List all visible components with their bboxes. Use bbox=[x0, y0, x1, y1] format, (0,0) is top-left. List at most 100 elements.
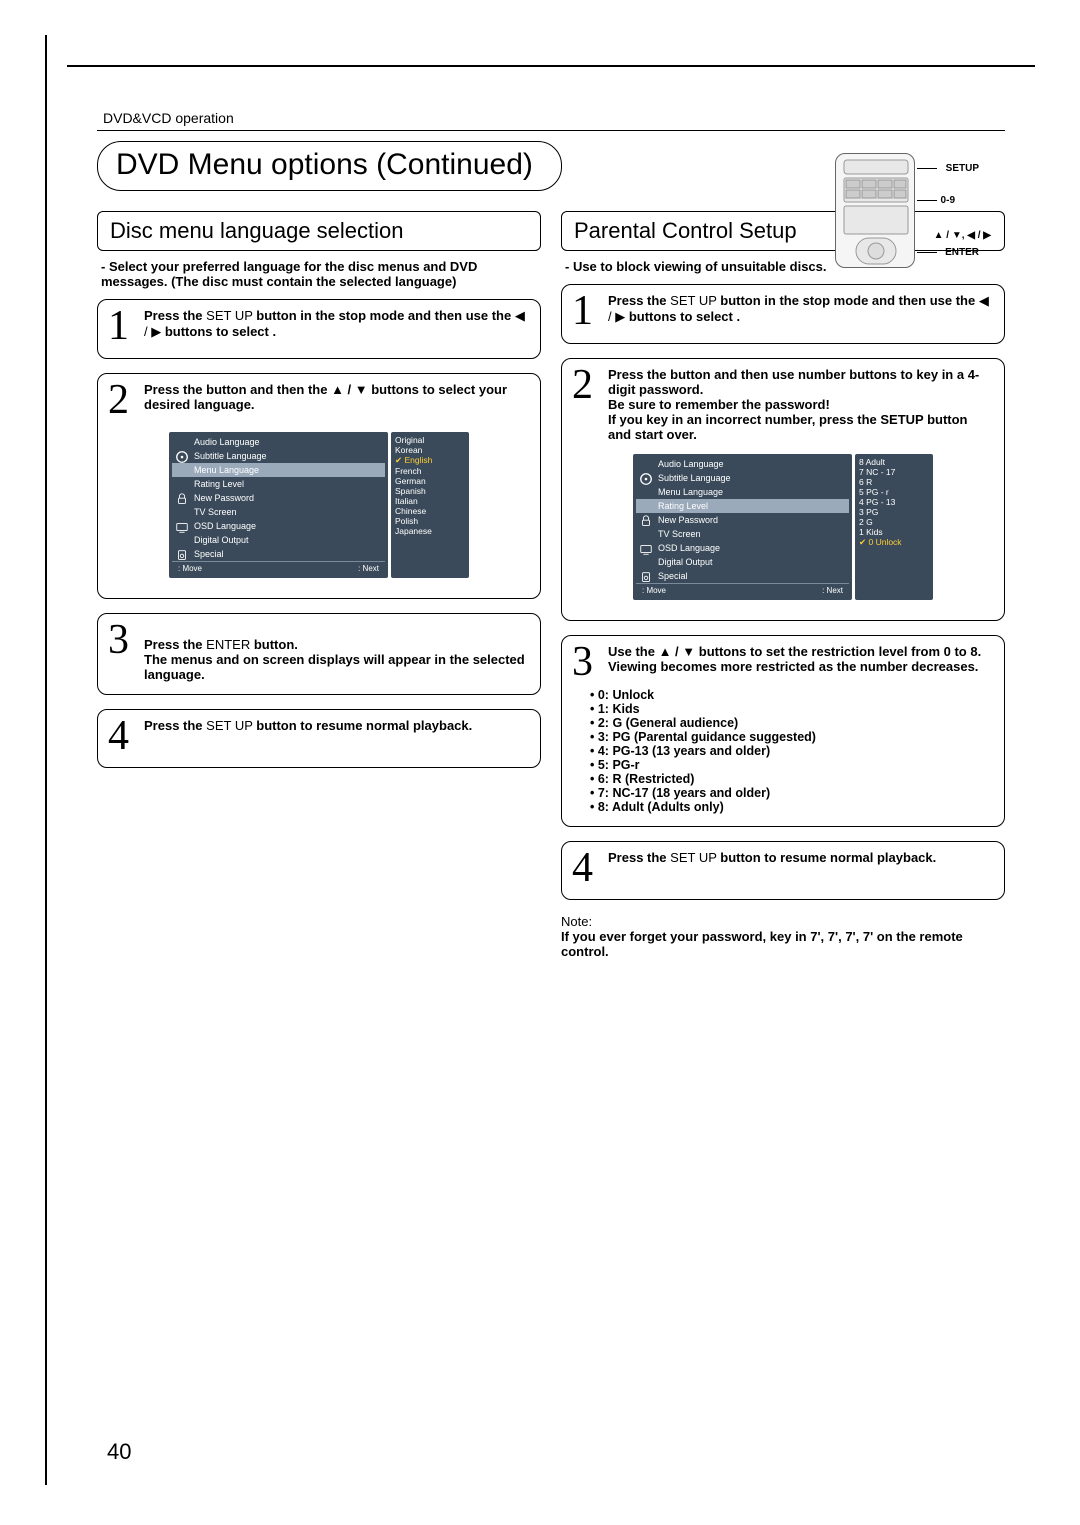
rating-level: 1: Kids bbox=[590, 702, 994, 716]
rating-levels-list: 0: Unlock1: Kids2: G (General audience)3… bbox=[590, 688, 994, 814]
osd-item: New Password bbox=[636, 513, 849, 527]
osd-option: 1 Kids bbox=[859, 527, 929, 537]
osd-item: Menu Language bbox=[172, 463, 385, 477]
remote-illustration bbox=[835, 153, 915, 268]
t: button in the stop mode and then use the bbox=[256, 308, 515, 323]
step-text: Press the ENTER button. The menus and on… bbox=[144, 622, 530, 682]
step-number: 1 bbox=[572, 293, 600, 331]
osd-option: 8 Adult bbox=[859, 457, 929, 467]
spk-icon bbox=[639, 570, 653, 584]
section-title-disc-menu: Disc menu language selection bbox=[97, 211, 541, 251]
osd-option: German bbox=[395, 476, 465, 486]
disc-icon bbox=[175, 450, 189, 464]
step-3-box: 3 Press the ENTER button. The menus and … bbox=[97, 613, 541, 695]
t: button in the stop mode and then use the bbox=[720, 293, 979, 308]
step-text: Press the button and then the ▲ / ▼ butt… bbox=[144, 382, 530, 412]
osd-option: 6 R bbox=[859, 477, 929, 487]
osd-item: Special bbox=[636, 569, 849, 583]
osd-footer: : Move: Next bbox=[172, 561, 385, 575]
t: Press the bbox=[144, 718, 203, 733]
osd-option: 7 NC - 17 bbox=[859, 467, 929, 477]
osd-left: Audio LanguageSubtitle LanguageMenu Lang… bbox=[633, 454, 852, 600]
step-4-box: 4 Press the SET UP button to resume norm… bbox=[561, 841, 1005, 901]
step-number: 3 bbox=[572, 644, 600, 682]
t: button to resume normal playback. bbox=[720, 850, 936, 865]
step-number: 2 bbox=[108, 382, 136, 420]
osd-item: Digital Output bbox=[172, 533, 385, 547]
step-text: Use the ▲ / ▼ buttons to set the restric… bbox=[608, 644, 994, 674]
osd-footer: : Move: Next bbox=[636, 583, 849, 597]
step-number: 1 bbox=[108, 308, 136, 346]
step-number: 3 bbox=[108, 622, 136, 660]
section-desc: - Use to block viewing of unsuitable dis… bbox=[565, 259, 1001, 274]
osd-item: Menu Language bbox=[636, 485, 849, 499]
step-text: Press the SET UP button in the stop mode… bbox=[144, 308, 530, 340]
osd-option: 5 PG - r bbox=[859, 487, 929, 497]
step-1-box: 1 Press the SET UP button in the stop mo… bbox=[97, 299, 541, 359]
lock-icon bbox=[639, 514, 653, 528]
rating-level: 8: Adult (Adults only) bbox=[590, 800, 994, 814]
remote-setup-label: SETUP bbox=[946, 163, 979, 174]
osd-option: French bbox=[395, 466, 465, 476]
left-column: Disc menu language selection - Select yo… bbox=[97, 211, 541, 959]
manual-page: DVD&VCD operation DVD Menu options (Cont… bbox=[45, 35, 1035, 1485]
rating-level: 5: PG-r bbox=[590, 758, 994, 772]
t: SET UP bbox=[667, 850, 721, 865]
osd-right: 8 Adult7 NC - 176 R5 PG - r4 PG - 133 PG… bbox=[855, 454, 933, 600]
lock-icon bbox=[175, 492, 189, 506]
top-rule bbox=[67, 65, 1035, 67]
t: ENTER bbox=[203, 637, 254, 652]
t: Press the bbox=[608, 850, 667, 865]
right-column: Parental Control Setup - Use to block vi… bbox=[561, 211, 1005, 959]
osd-option: Polish bbox=[395, 516, 465, 526]
osd-option: 2 G bbox=[859, 517, 929, 527]
rating-level: 6: R (Restricted) bbox=[590, 772, 994, 786]
osd-item: Subtitle Language bbox=[636, 471, 849, 485]
rating-level: 2: G (General audience) bbox=[590, 716, 994, 730]
columns: Disc menu language selection - Select yo… bbox=[97, 211, 1005, 959]
rating-level: 0: Unlock bbox=[590, 688, 994, 702]
step-number: 2 bbox=[572, 367, 600, 405]
osd-item: Rating Level bbox=[636, 499, 849, 513]
osd-item: Digital Output bbox=[636, 555, 849, 569]
osd-option: Spanish bbox=[395, 486, 465, 496]
breadcrumb: DVD&VCD operation bbox=[103, 110, 1005, 126]
leader-line bbox=[917, 200, 937, 201]
step-number: 4 bbox=[572, 850, 600, 888]
leader-line bbox=[917, 252, 937, 253]
osd-option: Original bbox=[395, 435, 465, 445]
t: button to resume normal playback. bbox=[256, 718, 472, 733]
osd-right: OriginalKoreanEnglishFrenchGermanSpanish… bbox=[391, 432, 469, 578]
step-text: Press the button and then use number but… bbox=[608, 367, 994, 442]
step-text: Press the SET UP button to resume normal… bbox=[144, 718, 530, 733]
step-2-box: 2 Press the button and then the ▲ / ▼ bu… bbox=[97, 373, 541, 599]
osd-item: OSD Language bbox=[172, 519, 385, 533]
page-number: 40 bbox=[107, 1439, 131, 1465]
step-3-box: 3 Use the ▲ / ▼ buttons to set the restr… bbox=[561, 635, 1005, 827]
t: Press the bbox=[144, 637, 203, 652]
remote-enter-label: ENTER bbox=[945, 247, 979, 258]
osd-item: Special bbox=[172, 547, 385, 561]
osd-option: Korean bbox=[395, 445, 465, 455]
tv-icon bbox=[639, 542, 653, 556]
note-label: Note: bbox=[561, 914, 592, 929]
t: buttons to select . bbox=[161, 324, 276, 339]
step-1-box: 1 Press the SET UP button in the stop mo… bbox=[561, 284, 1005, 344]
osd-option: Japanese bbox=[395, 526, 465, 536]
osd-menu-rating: Audio LanguageSubtitle LanguageMenu Lang… bbox=[633, 454, 933, 600]
rating-level: 7: NC-17 (18 years and older) bbox=[590, 786, 994, 800]
osd-item: Audio Language bbox=[172, 435, 385, 449]
t: Press the bbox=[608, 293, 667, 308]
t: buttons to select . bbox=[625, 309, 740, 324]
osd-item: TV Screen bbox=[172, 505, 385, 519]
note: Note: If you ever forget your password, … bbox=[561, 914, 1005, 959]
step-text: Press the SET UP button to resume normal… bbox=[608, 850, 994, 865]
t: SET UP bbox=[203, 308, 257, 323]
osd-left: Audio LanguageSubtitle LanguageMenu Lang… bbox=[169, 432, 388, 578]
remote-digits-label: 0-9 bbox=[941, 195, 955, 206]
osd-item: TV Screen bbox=[636, 527, 849, 541]
osd-option: 3 PG bbox=[859, 507, 929, 517]
osd-menu-language: Audio LanguageSubtitle LanguageMenu Lang… bbox=[169, 432, 469, 578]
page-title: DVD Menu options (Continued) bbox=[97, 141, 562, 191]
osd-option: 4 PG - 13 bbox=[859, 497, 929, 507]
